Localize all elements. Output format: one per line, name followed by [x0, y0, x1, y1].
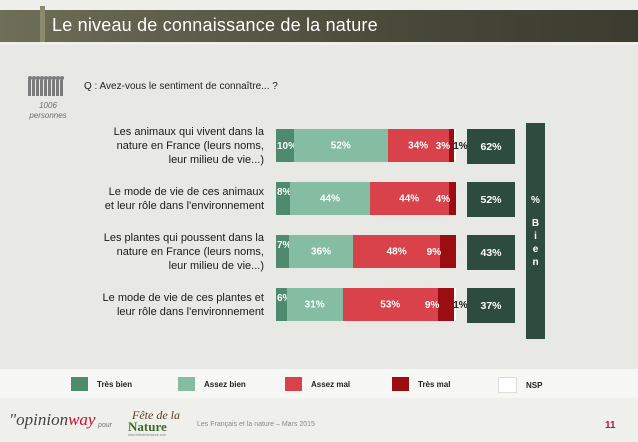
header-bar	[0, 10, 638, 42]
category-label-line: Les animaux qui vivent dans la	[113, 125, 264, 138]
band-char: i	[534, 230, 537, 242]
page-title: Le niveau de connaissance de la nature	[52, 15, 378, 35]
header: Le niveau de connaissance de la nature	[0, 0, 638, 45]
category-label: Le mode de vie de ces plantes et leur rôl…	[103, 291, 264, 319]
legend-item-tres-bien: Très bien	[71, 377, 132, 391]
bar-segment	[286, 288, 343, 321]
category-label-line: et leur rôle dans l'environnement	[104, 199, 264, 212]
data-label: 1%	[453, 300, 468, 311]
band-char: B	[531, 217, 540, 229]
bar-segment	[454, 129, 456, 162]
bar-segment	[438, 288, 455, 321]
bar-segment	[276, 235, 289, 268]
data-label: 3%	[435, 141, 451, 152]
data-label: 7%	[277, 240, 292, 251]
bar-segment	[387, 129, 449, 162]
data-label: 9%	[424, 300, 440, 311]
bar-segment	[454, 288, 456, 321]
question-text: Q : Avez-vous le sentiment de connaître.…	[84, 81, 278, 92]
data-label: 52%	[330, 140, 351, 151]
data-label: 53%	[380, 299, 401, 310]
legend: Très bien Assez bien Assez mal Très mal …	[0, 369, 638, 398]
category-label-line: nature en France (leurs noms,	[116, 245, 264, 258]
category-label-line: Le mode de vie de ces plantes et	[102, 291, 264, 304]
category-label-line: Les plantes qui poussent dans la	[103, 231, 264, 244]
bar-segment	[276, 182, 291, 215]
data-label: 10%	[277, 141, 298, 152]
category-label-line: Le mode de vie de ces animaux	[108, 185, 264, 198]
category-label: Les animaux qui vivent dans la nature en …	[114, 125, 264, 167]
band-char: e	[532, 243, 539, 255]
bar-segment	[353, 235, 440, 268]
sample-count: 1006	[39, 101, 57, 110]
legend-item-tres-mal: Très mal	[392, 377, 450, 391]
fete-de-la-nature-logo: Fête de la Nature www.fetedelanature.com	[128, 408, 180, 437]
band-char: n	[532, 256, 539, 268]
bar-segment	[276, 288, 287, 321]
data-label: 34%	[408, 140, 429, 151]
category-label-line: leur milieu de vie...)	[168, 153, 264, 166]
header-accent	[40, 6, 45, 42]
category-label-line: leur milieu de vie...)	[168, 259, 264, 272]
bar-segment	[448, 182, 456, 215]
data-label: 1%	[453, 141, 468, 152]
data-label: 4%	[435, 194, 451, 205]
bien-total: 52%	[467, 182, 515, 217]
page-number: 11	[605, 420, 616, 431]
bar-segment	[294, 129, 388, 162]
legend-item-nsp: NSP	[498, 377, 542, 393]
category-label-line: leur rôle dans l'environnement	[116, 305, 264, 318]
category-label-line: nature en France (leurs noms,	[116, 139, 264, 152]
opinionway-logo: "opinionway	[9, 410, 96, 429]
bar-segment	[342, 288, 438, 321]
bar-segment	[448, 129, 455, 162]
data-label: 8%	[277, 187, 292, 198]
data-label: 31%	[304, 299, 325, 310]
bien-total: 43%	[467, 235, 515, 270]
footer-text: Les Français et la nature – Mars 2015	[197, 421, 315, 428]
sample-size: 1006 personnes	[26, 101, 70, 121]
people-icon	[27, 76, 64, 96]
footer: "opinionway pour Fête de la Nature www.f…	[0, 398, 638, 442]
bien-total: 37%	[467, 288, 515, 323]
data-label: 44%	[319, 193, 341, 204]
data-label: 9%	[426, 247, 442, 258]
category-label: Les plantes qui poussent dans la nature e…	[104, 231, 264, 273]
data-label: 36%	[310, 246, 332, 257]
band-char: %	[531, 194, 540, 206]
data-label: 48%	[386, 246, 407, 257]
bar-segment	[369, 182, 449, 215]
bar-segment	[276, 129, 294, 162]
bar-segment	[439, 235, 456, 268]
bien-total: 62%	[467, 129, 515, 164]
data-label: 6%	[277, 293, 292, 304]
bar-segment	[288, 235, 354, 268]
bar-segment	[290, 182, 370, 215]
sample-unit: personnes	[29, 111, 67, 120]
pour-text: pour	[98, 422, 113, 429]
legend-item-assez-bien: Assez bien	[178, 377, 246, 391]
data-label: 44%	[399, 193, 420, 204]
category-label: Le mode de vie de ces animaux et leur rôl…	[105, 185, 264, 213]
legend-item-assez-mal: Assez mal	[285, 377, 350, 391]
